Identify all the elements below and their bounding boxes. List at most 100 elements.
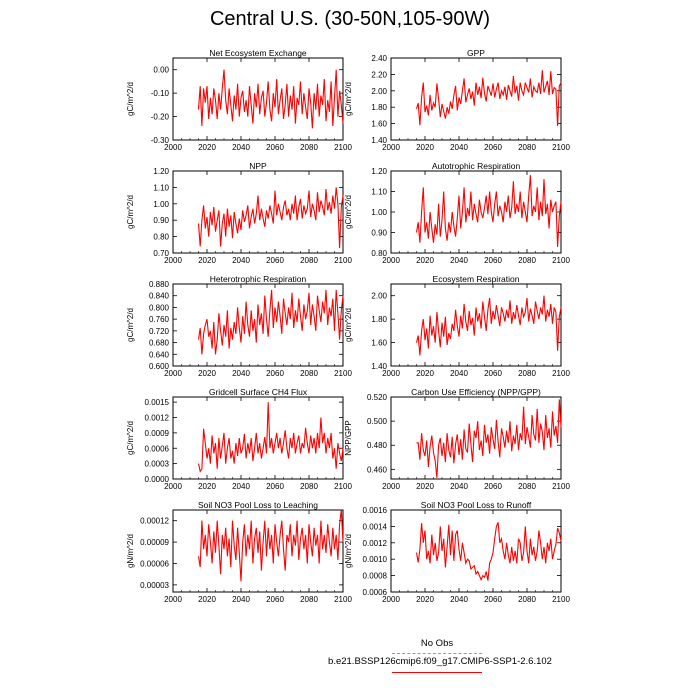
chart-5-title: Ecosystem Respiration (433, 274, 520, 284)
chart-1-xtick-label: 2060 (484, 143, 502, 152)
chart-9-xtick-label: 2100 (552, 595, 570, 604)
chart-9-series-line (415, 522, 562, 582)
chart-2-ytick-label: 1.00 (153, 200, 169, 209)
chart-2-ytick-label: 1.10 (153, 183, 169, 192)
chart-2-xtick-label: 2020 (198, 256, 216, 265)
chart-7-ytick-label: 0.480 (367, 441, 388, 450)
chart-7-title: Carbon Use Efficiency (NPP/GPP) (411, 387, 541, 397)
chart-9-ytick-label: 0.0006 (363, 588, 388, 597)
chart-0-frame (172, 57, 344, 141)
chart-0-title: Net Ecosystem Exchange (209, 48, 307, 58)
chart-4-ylabel: gC/m^2/d (126, 308, 135, 342)
chart-8-ytick-label: 0.00009 (140, 538, 169, 547)
chart-1-xtick-label: 2040 (450, 143, 468, 152)
chart-1-ytick-label: 2.40 (371, 54, 387, 63)
chart-3-xtick-label: 2080 (518, 256, 536, 265)
chart-6-ytick-label: 0.0000 (145, 475, 170, 484)
chart-5-ytick-label: 2.00 (371, 292, 387, 301)
chart-9-xtick-label: 2040 (450, 595, 468, 604)
chart-9-frame (390, 509, 562, 593)
chart-6-ytick-label: 0.0003 (145, 460, 170, 469)
chart-2-xtick-label: 2040 (232, 256, 250, 265)
chart-1-ytick-label: 1.60 (371, 120, 387, 129)
chart-2-frame (172, 170, 344, 254)
chart-5-xtick-label: 2060 (484, 369, 502, 378)
chart-9-xtick-label: 2020 (416, 595, 434, 604)
chart-5-ytick-label: 1.60 (371, 339, 387, 348)
chart-1-ytick-label: 1.80 (371, 103, 387, 112)
chart-5-ylabel: gC/m^2/d (344, 308, 353, 342)
chart-0-xtick-label: 2020 (198, 143, 216, 152)
chart-1-series-line (415, 70, 562, 127)
chart-6-xtick-label: 2020 (198, 482, 216, 491)
chart-6-xtick-label: 2000 (164, 482, 182, 491)
chart-7-xtick-label: 2020 (416, 482, 434, 491)
chart-2-ytick-label: 0.70 (153, 249, 169, 258)
chart-1-xtick-label: 2020 (416, 143, 434, 152)
chart-3-title: Autotrophic Respiration (432, 161, 521, 171)
chart-8-xtick-label: 2000 (164, 595, 182, 604)
chart-0-ytick-label: -0.30 (151, 136, 170, 145)
chart-9-xtick-label: 2060 (484, 595, 502, 604)
chart-2-xtick-label: 2060 (266, 256, 284, 265)
chart-2-series-line (197, 187, 344, 249)
chart-7-xtick-label: 2040 (450, 482, 468, 491)
chart-0-xtick-label: 2100 (334, 143, 352, 152)
chart-8-ytick-label: 0.00003 (140, 581, 169, 590)
legend: No Obs b.e21.BSSP126cmip6.f09_g17.CMIP6-… (0, 636, 700, 686)
chart-6-xtick-label: 2060 (266, 482, 284, 491)
chart-4-xtick-label: 2020 (198, 369, 216, 378)
chart-1-ytick-label: 2.20 (371, 70, 387, 79)
chart-7-xtick-label: 2000 (382, 482, 400, 491)
chart-3-ytick-label: 1.20 (371, 167, 387, 176)
chart-8-ytick-label: 0.00012 (140, 517, 169, 526)
chart-6-ytick-label: 0.0009 (145, 429, 170, 438)
chart-0-xtick-label: 2000 (164, 143, 182, 152)
chart-7-ytick-label: 0.460 (367, 465, 388, 474)
chart-3-ytick-label: 0.80 (371, 249, 387, 258)
chart-1-title: GPP (467, 48, 485, 58)
chart-7-ytick-label: 0.520 (367, 393, 388, 402)
chart-1-ytick-label: 2.00 (371, 87, 387, 96)
chart-6-ylabel: gC/m^2/d (126, 421, 135, 455)
chart-2-ytick-label: 1.20 (153, 167, 169, 176)
chart-5-xtick-label: 2080 (518, 369, 536, 378)
chart-8-ylabel: gN/m^2/d (126, 534, 135, 568)
page-title: Central U.S. (30-50N,105-90W) (209, 8, 491, 30)
chart-7-xtick-label: 2100 (552, 482, 570, 491)
chart-5-xtick-label: 2040 (450, 369, 468, 378)
chart-8-xtick-label: 2020 (198, 595, 216, 604)
chart-9-xtick-label: 2000 (382, 595, 400, 604)
chart-5-ytick-label: 1.80 (371, 315, 387, 324)
chart-7-series-line (416, 399, 562, 478)
chart-4-ytick-label: 0.760 (149, 315, 170, 324)
chart-4-xtick-label: 2040 (232, 369, 250, 378)
chart-6-series-line (197, 402, 344, 473)
chart-3-xtick-label: 2100 (552, 256, 570, 265)
chart-8-series-line (197, 509, 344, 582)
chart-0-series-line (197, 69, 344, 129)
chart-0-ylabel: gC/m^2/d (126, 82, 135, 116)
chart-2-title: NPP (249, 161, 267, 171)
chart-7-xtick-label: 2060 (484, 482, 502, 491)
chart-4-xtick-label: 2060 (266, 369, 284, 378)
chart-4-series-line (197, 289, 344, 355)
chart-8-xtick-label: 2080 (300, 595, 318, 604)
chart-4-xtick-label: 2100 (334, 369, 352, 378)
chart-1-frame (390, 57, 562, 141)
chart-0-ytick-label: -0.10 (151, 89, 170, 98)
chart-7-xtick-label: 2080 (518, 482, 536, 491)
chart-8-ytick-label: 0.00006 (140, 559, 169, 568)
chart-0-xtick-label: 2080 (300, 143, 318, 152)
chart-4-ytick-label: 0.680 (149, 339, 170, 348)
chart-2-xtick-label: 2100 (334, 256, 352, 265)
chart-4-ytick-label: 0.800 (149, 303, 170, 312)
legend-obs-label: No Obs (420, 638, 454, 649)
chart-8-xtick-label: 2100 (334, 595, 352, 604)
chart-3-xtick-label: 2020 (416, 256, 434, 265)
chart-9-ytick-label: 0.0010 (363, 555, 388, 564)
chart-0-ytick-label: -0.20 (151, 113, 170, 122)
chart-3-ytick-label: 1.10 (371, 188, 387, 197)
chart-4-xtick-label: 2000 (164, 369, 182, 378)
chart-4-ytick-label: 0.880 (149, 280, 170, 289)
